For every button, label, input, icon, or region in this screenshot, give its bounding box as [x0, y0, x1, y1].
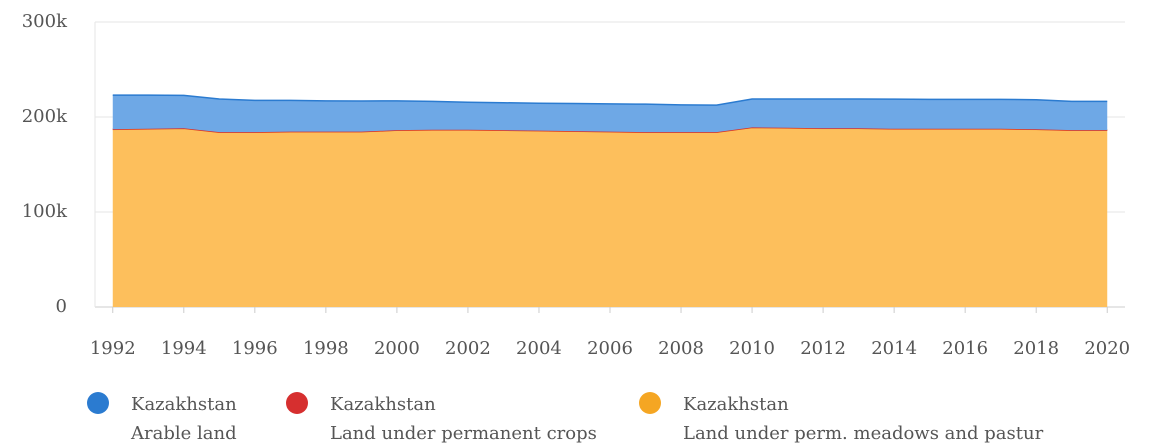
legend-element: Land under perm. meadows and pastur [683, 423, 1044, 444]
legend-element: Arable land [130, 423, 237, 444]
x-tick-label: 2006 [587, 338, 633, 359]
x-tick-label: 2004 [516, 338, 562, 359]
x-tick-label: 2020 [1084, 338, 1130, 359]
y-tick-label: 200k [22, 106, 68, 127]
x-tick-label: 2018 [1013, 338, 1059, 359]
x-tick-label: 1998 [303, 338, 349, 359]
x-tick-label: 1992 [90, 338, 136, 359]
legend-name: Kazakhstan [683, 394, 789, 415]
x-tick-label: 2002 [445, 338, 491, 359]
legend-marker [639, 392, 661, 414]
legend-name: Kazakhstan [131, 394, 237, 415]
x-tick-label: 2016 [942, 338, 988, 359]
x-tick-label: 2000 [374, 338, 420, 359]
legend-marker [286, 392, 308, 414]
area-fill [112, 127, 1108, 307]
legend-marker [87, 392, 109, 414]
x-tick-label: 1996 [232, 338, 278, 359]
legend-name: Kazakhstan [330, 394, 436, 415]
area-line [112, 94, 1108, 106]
legend-element: Land under permanent crops [330, 423, 597, 444]
x-tick-label: 2008 [658, 338, 704, 359]
x-tick-label: 2014 [871, 338, 917, 359]
y-tick-label: 0 [56, 296, 67, 317]
x-tick-label: 2012 [800, 338, 846, 359]
area-fill [112, 95, 1108, 133]
x-tick-label: 1994 [161, 338, 207, 359]
x-tick-label: 2010 [729, 338, 775, 359]
y-tick-label: 300k [22, 11, 68, 32]
y-tick-label: 100k [22, 201, 68, 222]
